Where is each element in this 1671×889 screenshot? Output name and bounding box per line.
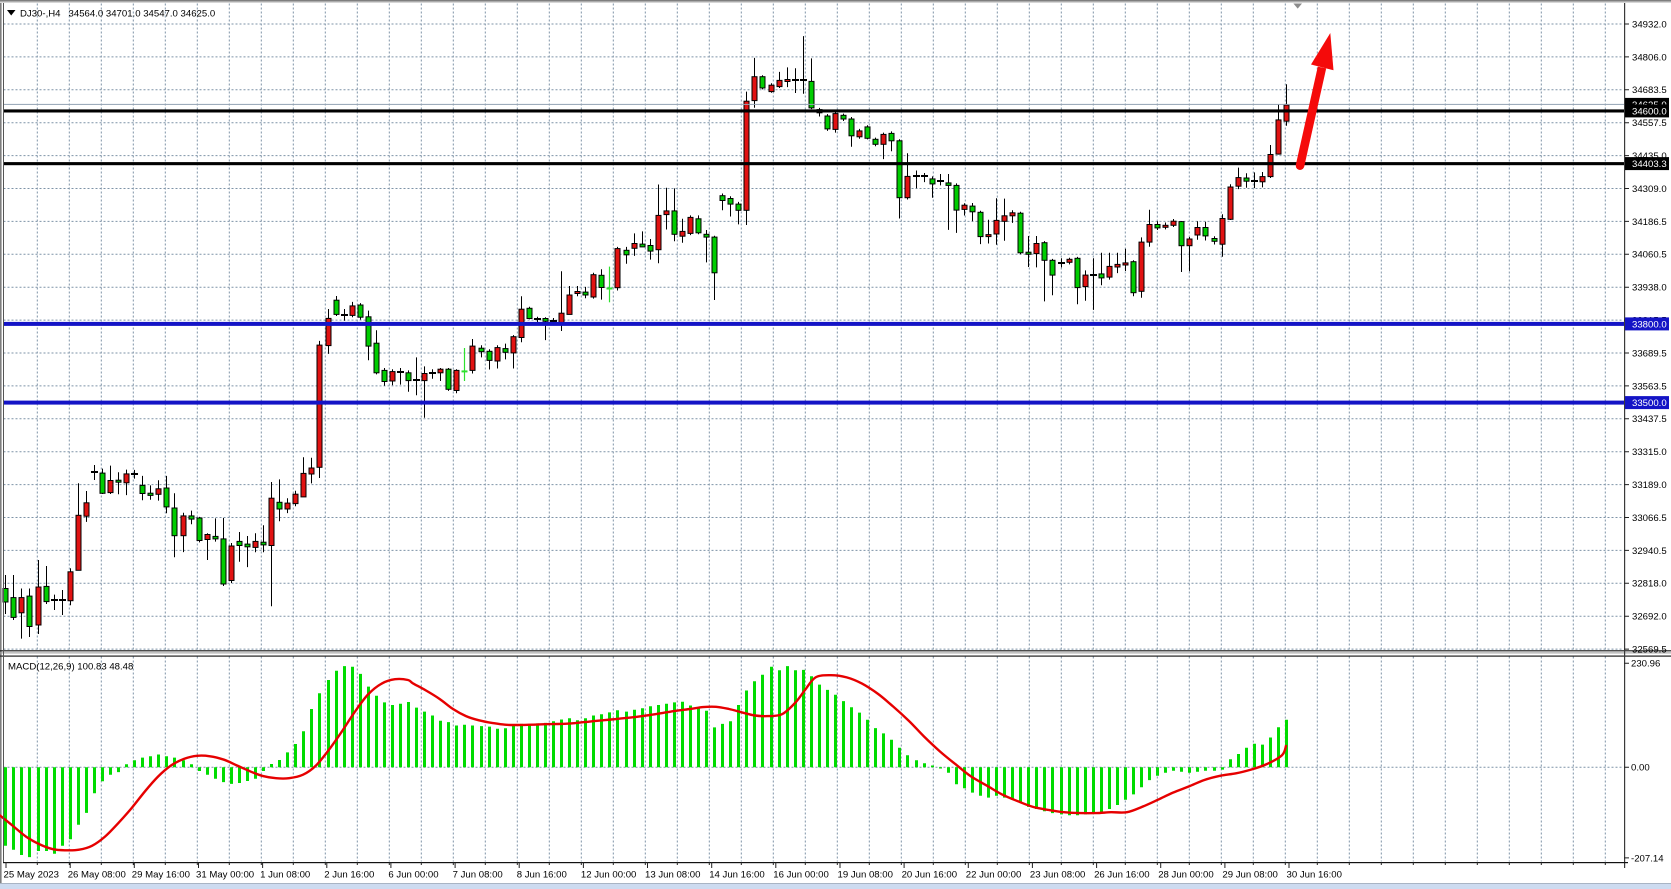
svg-text:33800.0: 33800.0 <box>1632 319 1667 330</box>
svg-text:26 Jun 16:00: 26 Jun 16:00 <box>1094 870 1149 881</box>
svg-text:30 Jun 16:00: 30 Jun 16:00 <box>1287 870 1342 881</box>
svg-text:33066.5: 33066.5 <box>1632 513 1667 524</box>
svg-text:6 Jun 00:00: 6 Jun 00:00 <box>388 870 438 881</box>
svg-text:33689.5: 33689.5 <box>1632 348 1667 359</box>
svg-text:34403.3: 34403.3 <box>1632 159 1667 170</box>
svg-text:31 May 00:00: 31 May 00:00 <box>196 870 254 881</box>
svg-text:32569.5: 32569.5 <box>1632 645 1667 656</box>
svg-text:32692.0: 32692.0 <box>1632 612 1667 623</box>
svg-text:34435.0: 34435.0 <box>1632 151 1667 162</box>
svg-text:7 Jun 08:00: 7 Jun 08:00 <box>453 870 503 881</box>
svg-text:20 Jun 16:00: 20 Jun 16:00 <box>902 870 957 881</box>
svg-text:34600.0: 34600.0 <box>1632 106 1667 117</box>
svg-text:14 Jun 16:00: 14 Jun 16:00 <box>709 870 764 881</box>
svg-text:33437.5: 33437.5 <box>1632 414 1667 425</box>
svg-text:33500.0: 33500.0 <box>1632 398 1667 409</box>
svg-text:2 Jun 16:00: 2 Jun 16:00 <box>324 870 374 881</box>
svg-text:230.96: 230.96 <box>1631 659 1660 670</box>
svg-text:19 Jun 08:00: 19 Jun 08:00 <box>838 870 893 881</box>
svg-text:34060.5: 34060.5 <box>1632 250 1667 261</box>
svg-text:16 Jun 00:00: 16 Jun 00:00 <box>773 870 828 881</box>
svg-text:33189.0: 33189.0 <box>1632 480 1667 491</box>
svg-text:34806.0: 34806.0 <box>1632 52 1667 63</box>
svg-text:34683.5: 34683.5 <box>1632 85 1667 96</box>
svg-text:25 May 2023: 25 May 2023 <box>4 870 59 881</box>
svg-text:22 Jun 00:00: 22 Jun 00:00 <box>966 870 1021 881</box>
svg-text:MACD(12,26,9) 100.83 48.48: MACD(12,26,9) 100.83 48.48 <box>8 662 133 673</box>
svg-text:33563.5: 33563.5 <box>1632 381 1667 392</box>
svg-text:23 Jun 08:00: 23 Jun 08:00 <box>1030 870 1085 881</box>
svg-text:12 Jun 00:00: 12 Jun 00:00 <box>581 870 636 881</box>
svg-text:29 Jun 08:00: 29 Jun 08:00 <box>1222 870 1277 881</box>
svg-text:-207.14: -207.14 <box>1631 853 1664 864</box>
svg-text:34932.0: 34932.0 <box>1632 19 1667 30</box>
svg-text:1 Jun 08:00: 1 Jun 08:00 <box>260 870 310 881</box>
svg-text:0.00: 0.00 <box>1631 763 1650 774</box>
svg-text:34557.5: 34557.5 <box>1632 118 1667 129</box>
svg-text:32940.5: 32940.5 <box>1632 546 1667 557</box>
svg-text:13 Jun 08:00: 13 Jun 08:00 <box>645 870 700 881</box>
svg-text:34186.5: 34186.5 <box>1632 217 1667 228</box>
svg-text:8 Jun 16:00: 8 Jun 16:00 <box>517 870 567 881</box>
svg-text:26 May 08:00: 26 May 08:00 <box>68 870 126 881</box>
svg-text:DJ30-,H4 34564.0 34701.0 345: DJ30-,H4 34564.0 34701.0 34547.0 34625.0 <box>20 9 215 20</box>
svg-text:33938.0: 33938.0 <box>1632 283 1667 294</box>
svg-text:28 Jun 00:00: 28 Jun 00:00 <box>1158 870 1213 881</box>
svg-text:32818.0: 32818.0 <box>1632 579 1667 590</box>
svg-text:34309.0: 34309.0 <box>1632 184 1667 195</box>
svg-text:29 May 16:00: 29 May 16:00 <box>132 870 190 881</box>
svg-text:33315.0: 33315.0 <box>1632 447 1667 458</box>
